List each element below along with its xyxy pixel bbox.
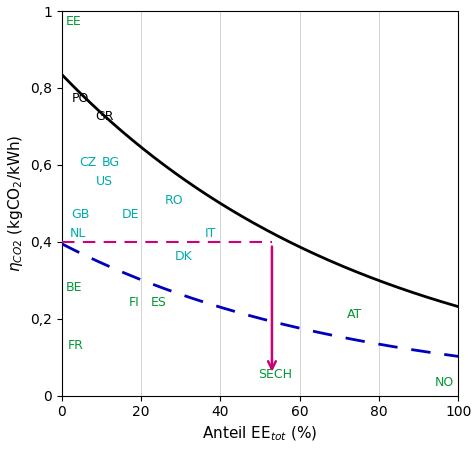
Text: EE: EE bbox=[66, 15, 81, 28]
Y-axis label: $\eta_{CO2}$ (kgCO$_2$/kWh): $\eta_{CO2}$ (kgCO$_2$/kWh) bbox=[6, 135, 24, 272]
Text: US: US bbox=[95, 175, 112, 188]
Text: FR: FR bbox=[68, 339, 83, 352]
Text: RO: RO bbox=[165, 194, 183, 207]
Text: BG: BG bbox=[101, 156, 119, 169]
Text: PO: PO bbox=[71, 92, 89, 106]
Text: DK: DK bbox=[174, 250, 192, 263]
Text: FI: FI bbox=[129, 296, 139, 309]
Text: AT: AT bbox=[347, 308, 362, 321]
Text: GB: GB bbox=[71, 208, 90, 221]
Text: CZ: CZ bbox=[79, 156, 97, 169]
Text: NO: NO bbox=[434, 376, 453, 389]
Text: SECH: SECH bbox=[258, 368, 291, 381]
Text: ES: ES bbox=[151, 296, 167, 309]
Text: BE: BE bbox=[66, 281, 82, 294]
Text: IT: IT bbox=[204, 227, 216, 240]
Text: GR: GR bbox=[95, 110, 114, 123]
X-axis label: Anteil EE$_{tot}$ (%): Anteil EE$_{tot}$ (%) bbox=[202, 425, 317, 444]
Text: DE: DE bbox=[121, 208, 139, 221]
Text: NL: NL bbox=[69, 227, 86, 240]
